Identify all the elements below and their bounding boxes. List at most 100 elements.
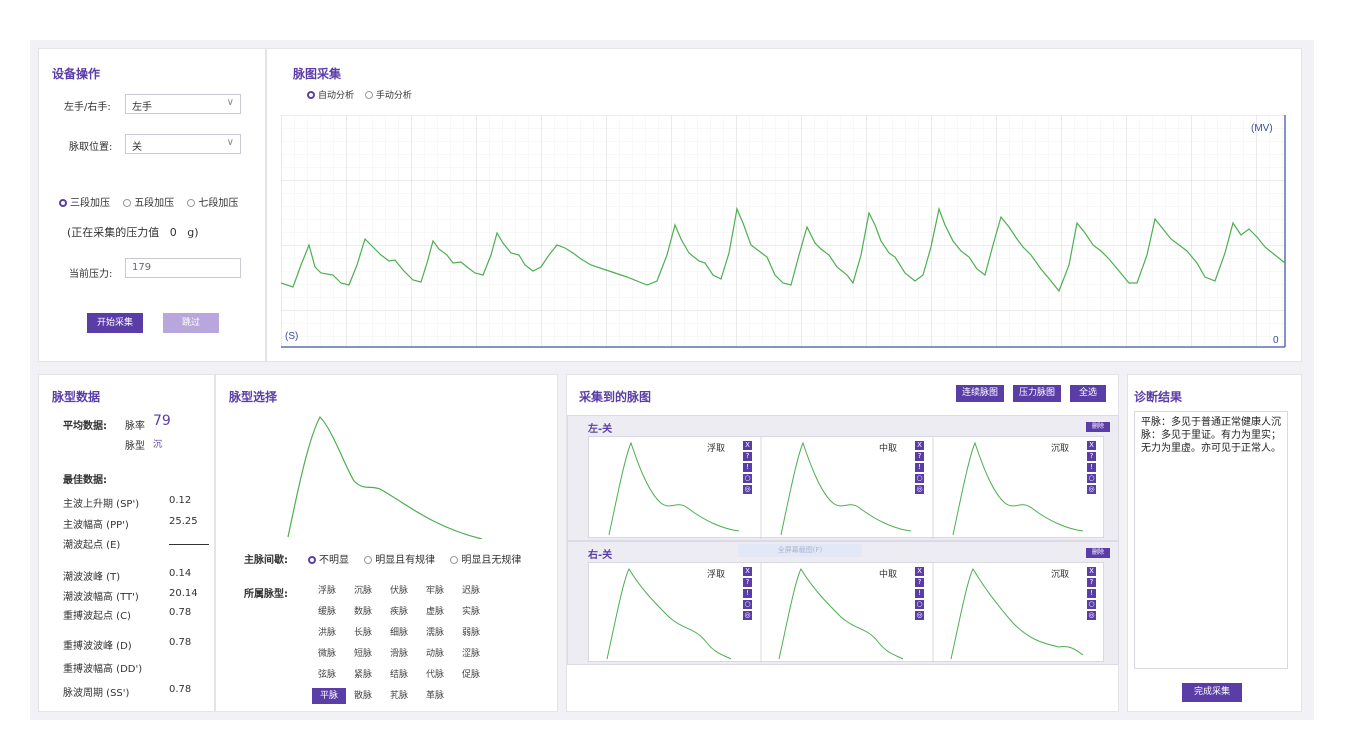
data-row-empty-line bbox=[169, 544, 209, 545]
target-icon[interactable]: ◎ bbox=[743, 611, 752, 620]
pulse-type-option[interactable]: 促脉 bbox=[461, 670, 480, 680]
pulse-type-option[interactable]: 结脉 bbox=[389, 670, 408, 680]
type-label: 所属脉型: bbox=[244, 589, 288, 600]
help-icon[interactable]: ? bbox=[743, 452, 752, 461]
help-icon[interactable]: ? bbox=[915, 452, 924, 461]
pulse-type-option[interactable]: 濡脉 bbox=[425, 628, 444, 638]
pressure-pulse-button[interactable]: 压力脉图 bbox=[1013, 385, 1061, 402]
circle-icon[interactable]: ○ bbox=[1087, 474, 1096, 483]
interval-option-none[interactable]: 不明显 bbox=[308, 555, 349, 566]
data-row-label: 主波上升期 (SP') bbox=[63, 499, 140, 510]
pulse-type-option[interactable]: 细脉 bbox=[389, 628, 408, 638]
avg-data-label: 平均数据: bbox=[63, 421, 107, 432]
interval-option-irregular[interactable]: 明显且无规律 bbox=[450, 555, 521, 566]
skip-button[interactable]: 跳过 bbox=[163, 313, 219, 333]
target-icon[interactable]: ◎ bbox=[1087, 611, 1096, 620]
pressure-mode-7[interactable]: 七段加压 bbox=[187, 198, 238, 209]
data-row-value: 0.78 bbox=[169, 607, 192, 618]
pulse-type-option[interactable]: 长脉 bbox=[353, 628, 372, 638]
left-wave-2 bbox=[780, 441, 912, 536]
data-row-value: 25.25 bbox=[169, 516, 198, 527]
circle-icon[interactable]: ○ bbox=[743, 600, 752, 609]
pulse-type-option[interactable]: 虚脉 bbox=[425, 607, 444, 617]
data-row-label: 主波幅高 (PP') bbox=[63, 520, 129, 531]
left-wave-container: 浮取 中取 沉取 X ? ! ○ ◎ X ? ! ○ ◎ X ? ! ○ ◎ bbox=[588, 436, 1104, 539]
pulse-type-option[interactable]: 短脉 bbox=[353, 649, 372, 659]
current-pressure-input[interactable]: 179 bbox=[125, 258, 241, 278]
close-icon[interactable]: X bbox=[915, 441, 924, 450]
pulse-data-title: 脉型数据 bbox=[52, 390, 101, 404]
pulse-type-option[interactable]: 动脉 bbox=[425, 649, 444, 659]
pulse-type-option[interactable]: 代脉 bbox=[425, 670, 444, 680]
pulse-type-option[interactable]: 伏脉 bbox=[389, 586, 408, 596]
alert-icon[interactable]: ! bbox=[1087, 463, 1096, 472]
left-wave-3 bbox=[952, 441, 1084, 536]
hand-select[interactable]: 左手 ∨ bbox=[125, 94, 241, 114]
radio-icon bbox=[364, 556, 373, 564]
target-icon[interactable]: ◎ bbox=[743, 485, 752, 494]
pulse-wave-line bbox=[281, 206, 1286, 293]
delete-button[interactable]: 删除 bbox=[1086, 422, 1110, 432]
pulse-type-option[interactable]: 滑脉 bbox=[389, 649, 408, 659]
pressure-mode-3[interactable]: 三段加压 bbox=[59, 198, 110, 209]
help-icon[interactable]: ? bbox=[743, 578, 752, 587]
start-collect-button[interactable]: 开始采集 bbox=[87, 313, 143, 333]
pulse-type-option-selected[interactable]: 平脉 bbox=[312, 688, 346, 704]
select-all-button[interactable]: 全选 bbox=[1070, 385, 1106, 402]
circle-icon[interactable]: ○ bbox=[915, 474, 924, 483]
pulse-type-option[interactable]: 弱脉 bbox=[461, 628, 480, 638]
continuous-pulse-button[interactable]: 连续脉图 bbox=[956, 385, 1004, 402]
target-icon[interactable]: ◎ bbox=[1087, 485, 1096, 494]
alert-icon[interactable]: ! bbox=[915, 589, 924, 598]
target-icon[interactable]: ◎ bbox=[915, 611, 924, 620]
pulse-data-panel: 脉型数据 平均数据: 脉率 79 脉型 沉 最佳数据: 主波上升期 (SP') … bbox=[38, 374, 215, 712]
origin-label: 0 bbox=[1273, 335, 1279, 346]
pulse-type-option[interactable]: 涩脉 bbox=[461, 649, 480, 659]
auto-analysis-radio[interactable]: 自动分析 bbox=[307, 91, 354, 101]
pulse-type-option[interactable]: 实脉 bbox=[461, 607, 480, 617]
pulse-type-option[interactable]: 浮脉 bbox=[317, 586, 336, 596]
analysis-mode-group: 自动分析 手动分析 bbox=[307, 88, 412, 101]
pulse-type-option[interactable]: 弦脉 bbox=[317, 670, 336, 680]
circle-icon[interactable]: ○ bbox=[1087, 600, 1096, 609]
position-select[interactable]: 关 ∨ bbox=[125, 134, 241, 154]
manual-analysis-radio[interactable]: 手动分析 bbox=[364, 91, 412, 101]
close-icon[interactable]: X bbox=[1087, 567, 1096, 576]
diagnosis-panel: 诊断结果 平脉：多见于普通正常健康人沉脉：多见于里证。有力为里实；无力为里虚。亦… bbox=[1127, 374, 1302, 712]
pulse-type-option[interactable]: 芤脉 bbox=[389, 691, 408, 701]
close-icon[interactable]: X bbox=[1087, 441, 1096, 450]
pulse-type-option[interactable]: 洪脉 bbox=[317, 628, 336, 638]
help-icon[interactable]: ? bbox=[1087, 578, 1096, 587]
target-icon[interactable]: ◎ bbox=[915, 485, 924, 494]
pulse-type-option[interactable]: 疾脉 bbox=[389, 607, 408, 617]
cell-label-deep: 沉取 bbox=[1051, 570, 1070, 580]
pulse-type-option[interactable]: 微脉 bbox=[317, 649, 336, 659]
help-icon[interactable]: ? bbox=[915, 578, 924, 587]
capture-panel: 脉图采集 自动分析 手动分析 (MV) (S) 0 bbox=[266, 48, 1302, 362]
pulse-type-option[interactable]: 沉脉 bbox=[353, 586, 372, 596]
close-icon[interactable]: X bbox=[743, 567, 752, 576]
close-icon[interactable]: X bbox=[743, 441, 752, 450]
pulse-type-option[interactable]: 缓脉 bbox=[317, 607, 336, 617]
alert-icon[interactable]: ! bbox=[743, 463, 752, 472]
circle-icon[interactable]: ○ bbox=[743, 474, 752, 483]
cell-label-float: 浮取 bbox=[707, 444, 726, 454]
pulse-type-option[interactable]: 紧脉 bbox=[353, 670, 372, 680]
alert-icon[interactable]: ! bbox=[915, 463, 924, 472]
finish-collect-button[interactable]: 完成采集 bbox=[1182, 683, 1242, 702]
pulse-type-option[interactable]: 数脉 bbox=[353, 607, 372, 617]
pulse-type-option[interactable]: 革脉 bbox=[425, 691, 444, 701]
help-icon[interactable]: ? bbox=[1087, 452, 1096, 461]
pressure-mode-5[interactable]: 五段加压 bbox=[123, 198, 174, 209]
alert-icon[interactable]: ! bbox=[1087, 589, 1096, 598]
pulse-type-option[interactable]: 迟脉 bbox=[461, 586, 480, 596]
x-unit-label: (S) bbox=[285, 331, 298, 342]
alert-icon[interactable]: ! bbox=[743, 589, 752, 598]
circle-icon[interactable]: ○ bbox=[915, 600, 924, 609]
interval-option-regular[interactable]: 明显且有规律 bbox=[364, 555, 435, 566]
pulse-type-option[interactable]: 牢脉 bbox=[425, 586, 444, 596]
pulse-type-option[interactable]: 散脉 bbox=[353, 691, 372, 701]
delete-button[interactable]: 删除 bbox=[1086, 548, 1110, 558]
current-pressure-label: 当前压力: bbox=[69, 269, 113, 280]
close-icon[interactable]: X bbox=[915, 567, 924, 576]
